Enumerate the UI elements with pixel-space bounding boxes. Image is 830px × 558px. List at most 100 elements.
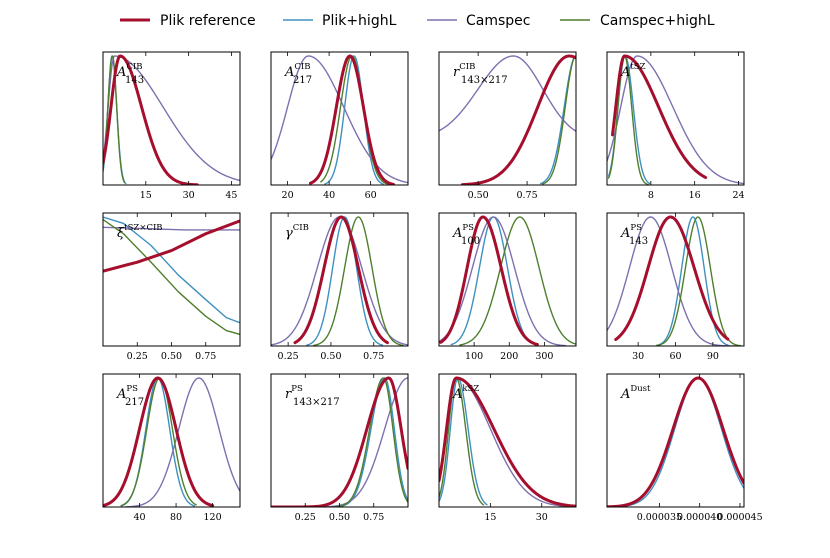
curve-plik-highl — [306, 216, 384, 346]
x-tick-label: 0.25 — [295, 512, 316, 523]
panel-superscript: CIB — [459, 62, 475, 72]
panel-subscript: 143×217 — [461, 75, 508, 86]
panel-title: AkSZ — [452, 384, 479, 402]
x-tick-label: 0.25 — [278, 351, 299, 362]
panel-superscript: Dust — [630, 384, 651, 394]
x-tick-label: 0.000040 — [677, 512, 722, 523]
panel-subscript: 100 — [461, 236, 480, 247]
legend-label-plik-highl: Plik+highL — [322, 13, 397, 29]
panel-symbol: A — [452, 226, 462, 241]
curves — [607, 215, 741, 346]
curves — [439, 54, 576, 185]
curve-plik-reference — [460, 54, 576, 185]
curve-plik-reference — [439, 376, 576, 507]
x-tick-label: 8 — [648, 190, 654, 201]
curve-plik-reference — [308, 54, 395, 185]
panel-superscript: PS — [462, 223, 474, 233]
panel-subscript: 143×217 — [293, 397, 340, 408]
x-tick-label: 0.75 — [195, 351, 216, 362]
curves — [271, 54, 408, 185]
curve-camspec-highl — [331, 377, 408, 507]
x-tick-label: 0.50 — [329, 512, 350, 523]
panel-a-tsz: 8 16 24 AtSZ — [606, 51, 745, 201]
x-tick-label: 0.50 — [320, 351, 341, 362]
panel-symbol: r — [285, 387, 292, 402]
panel-frame — [102, 51, 241, 186]
panel-frame — [438, 373, 577, 508]
panel-superscript: tSZ — [630, 62, 645, 72]
curve-camspec-highl — [439, 377, 485, 506]
curves — [439, 215, 576, 346]
panel-r-ps: 0.25 0.50 0.75 rPS 143×217 — [270, 373, 409, 523]
panel-frame — [606, 51, 745, 186]
x-tick-label: 0.50 — [468, 190, 489, 201]
curve-plik-reference — [103, 376, 215, 507]
x-tick-label: 40 — [323, 190, 335, 201]
curve-camspec-highl — [607, 55, 649, 185]
x-tick-label: 0.75 — [516, 190, 537, 201]
panel-title: rCIB — [453, 62, 475, 80]
panel-superscript: CIB — [126, 62, 142, 72]
x-tick-label: 30 — [632, 351, 644, 362]
x-tick-label: 0.000045 — [717, 512, 762, 523]
curve-camspec — [271, 55, 408, 184]
x-tick-label: 0.75 — [363, 512, 384, 523]
panel-title: ADust — [620, 384, 651, 402]
curve-camspec — [607, 55, 744, 185]
panel-symbol: γ — [285, 226, 293, 241]
panel-superscript: PS — [291, 384, 303, 394]
x-tick-label: 0.75 — [363, 351, 384, 362]
panel-title: AtSZ — [620, 62, 646, 80]
legend: Plik reference Plik+highL Camspec Camspe… — [120, 13, 715, 29]
curve-plik-reference — [614, 215, 730, 341]
x-tick-label: 100 — [465, 351, 483, 362]
curve-plik-reference — [103, 54, 199, 185]
x-tick-label: 24 — [732, 190, 744, 201]
curve-plik-highl — [656, 216, 729, 346]
x-tick-label: 20 — [282, 190, 294, 201]
curves — [607, 376, 744, 507]
curve-camspec-highl — [103, 55, 126, 184]
panel-superscript: kSZ — [462, 384, 479, 394]
panel-symbol: A — [116, 65, 126, 80]
curve-camspec — [607, 216, 739, 346]
panel-symbol: r — [453, 65, 460, 80]
curve-plik-highl — [324, 55, 384, 185]
panel-superscript: PS — [630, 223, 642, 233]
panel-frame — [606, 373, 745, 508]
curve-plik-reference — [439, 215, 539, 346]
panel-symbol: A — [452, 387, 462, 402]
x-tick-label: 120 — [204, 512, 222, 523]
curve-plik-highl — [439, 377, 488, 506]
legend-label-camspec: Camspec — [466, 13, 530, 29]
panel-xi: 0.25 0.50 0.75 ξtSZ×CIB — [102, 212, 241, 362]
x-tick-label: 300 — [535, 351, 553, 362]
curves — [103, 216, 240, 336]
x-tick-label: 30 — [536, 512, 548, 523]
panel-superscript: CIB — [293, 223, 309, 233]
panel-symbol: ξ — [117, 226, 125, 241]
curve-plik-reference — [610, 54, 708, 180]
curves — [103, 54, 240, 185]
panel-subscript: 143 — [125, 75, 144, 86]
panel-symbol: A — [620, 387, 630, 402]
panel-title: APS — [452, 223, 474, 241]
curve-plik-highl — [103, 216, 240, 324]
curves — [607, 54, 744, 185]
x-tick-label: 200 — [500, 351, 518, 362]
panel-title: ξtSZ×CIB — [117, 223, 163, 241]
panel-title: ACIB — [284, 62, 311, 80]
x-tick-label: 16 — [689, 190, 701, 201]
panel-title: γCIB — [285, 223, 309, 241]
panel-superscript: tSZ×CIB — [124, 223, 162, 233]
panel-a-ksz: 15 30 AkSZ — [438, 373, 577, 523]
panel-subscript: 217 — [125, 397, 144, 408]
panel-frame — [270, 212, 409, 347]
x-tick-label: 80 — [170, 512, 182, 523]
